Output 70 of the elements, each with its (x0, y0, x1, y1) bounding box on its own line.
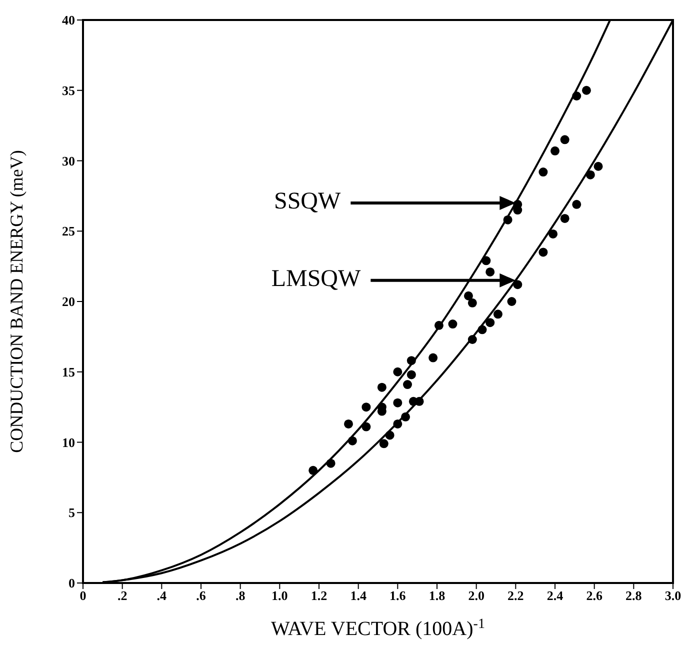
point (538, 168, 548, 177)
point (538, 248, 548, 257)
point (379, 439, 388, 448)
point (560, 135, 570, 144)
y-tick-label: 30 (62, 153, 75, 168)
y-tick-label: 5 (68, 505, 76, 520)
x-tick-label: 0 (80, 588, 86, 604)
point (572, 92, 582, 101)
point (393, 367, 402, 376)
point (582, 86, 591, 95)
point (560, 214, 570, 223)
point (503, 215, 512, 224)
point (548, 229, 558, 238)
x-tick-label: 2.2 (508, 588, 524, 604)
point (507, 297, 516, 306)
y-tick-label: 35 (62, 82, 76, 98)
y-tick-label: 10 (62, 434, 75, 450)
point (393, 398, 402, 408)
point (401, 412, 410, 422)
x-tick-label: .2 (117, 588, 128, 604)
point (468, 335, 477, 344)
point (326, 458, 336, 468)
point (493, 310, 502, 319)
point (403, 380, 412, 390)
y-tick-label: 15 (62, 364, 76, 380)
point (362, 422, 371, 432)
point (362, 402, 371, 412)
y-tick-label: 25 (62, 224, 76, 239)
x-tick-label: 2.0 (468, 588, 484, 604)
x-tick-label: .8 (235, 588, 246, 604)
y-tick-label: 0 (68, 576, 75, 591)
x-tick-label: .6 (196, 588, 206, 604)
x-tick-label: 1.8 (428, 588, 446, 604)
point (434, 320, 444, 330)
annotation: SSQW (274, 188, 342, 214)
x-tick-label: .4 (156, 588, 168, 604)
point (406, 356, 416, 366)
point (385, 430, 394, 440)
point (393, 419, 402, 428)
point (513, 280, 522, 290)
point (486, 267, 495, 276)
point (428, 353, 438, 362)
point (344, 419, 353, 428)
x-tick-label: 1.0 (272, 588, 288, 604)
annotation: LMSQW (271, 266, 362, 292)
point (594, 162, 603, 171)
x-tick-label: 3.0 (664, 588, 682, 604)
point (464, 291, 473, 300)
x-tick-label: 2.6 (586, 588, 603, 604)
x-tick-label: 2.8 (626, 588, 642, 604)
x-tick-label: 1.2 (310, 588, 328, 604)
point (586, 170, 595, 180)
point (486, 318, 495, 328)
point (348, 436, 357, 446)
x-tick-label: 1.4 (350, 588, 367, 604)
x-tick-label: 2.4 (546, 588, 564, 604)
point (377, 382, 386, 392)
point (468, 298, 477, 308)
point (308, 466, 318, 475)
x-tick-label: 1.6 (390, 588, 406, 604)
point (572, 200, 582, 209)
point (550, 146, 560, 156)
y-tick-label: 20 (62, 294, 75, 310)
point (406, 370, 416, 380)
point (448, 320, 458, 329)
x-axis-title: WAVE VECTOR (100A)$^{-1}$ (271, 616, 485, 640)
point (482, 256, 491, 266)
y-axis-title: CONDUCTION BAND ENERGY (meV) (6, 150, 26, 453)
y-tick-label: 40 (62, 12, 75, 28)
point (478, 325, 487, 334)
